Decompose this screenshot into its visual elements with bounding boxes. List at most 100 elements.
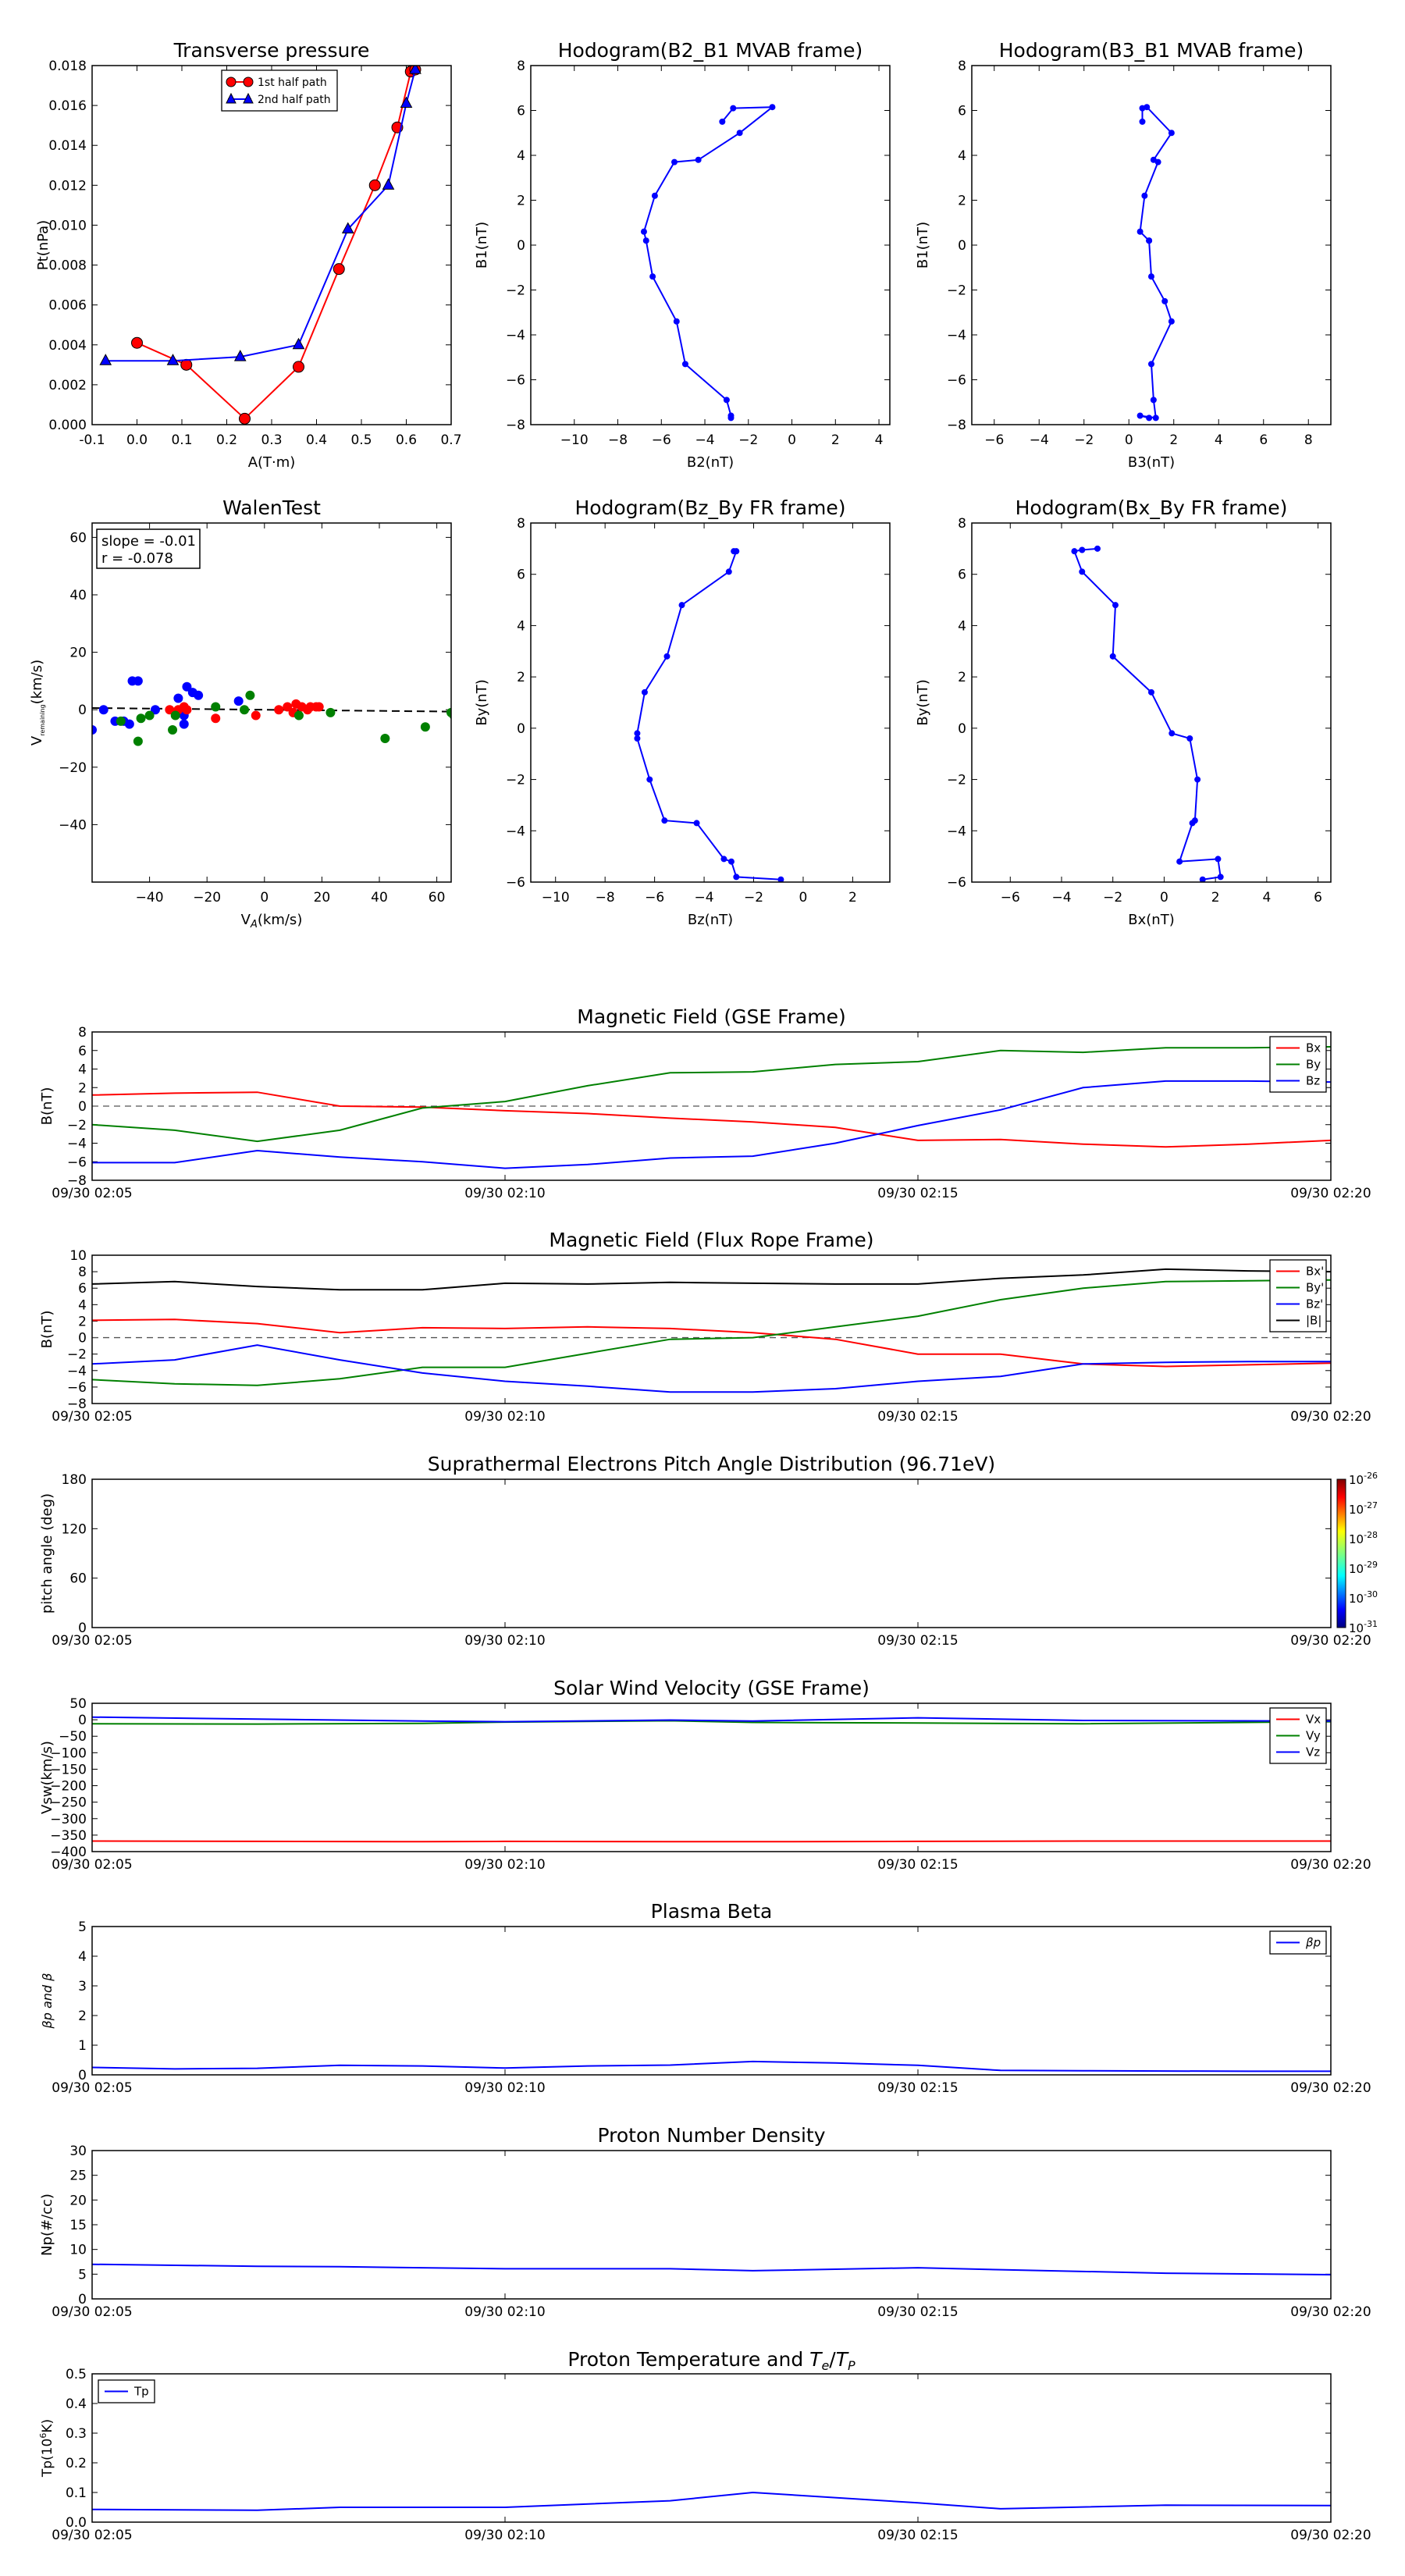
series-Bz-line (92, 1080, 1331, 1169)
data-point (131, 336, 143, 349)
y-tick-label: 4 (958, 148, 966, 164)
data-point (1146, 415, 1153, 422)
data-point (1215, 856, 1222, 863)
annotation-r: r = -0.078 (101, 550, 173, 567)
y-tick-label: −40 (59, 817, 87, 833)
series-s0-line (92, 2263, 1331, 2275)
y-tick-label: 6 (78, 1281, 87, 1297)
scatter-point (194, 690, 204, 700)
data-point (725, 568, 732, 575)
annotation-slope: slope = -0.01 (101, 533, 196, 550)
x-tick-label: 09/30 02:10 (464, 2304, 545, 2320)
legend: 1st half path 2nd half path (221, 69, 338, 112)
data-point (1094, 545, 1101, 552)
x-axis-label: B3(nT) (1128, 454, 1175, 471)
y-tick-label: 0 (78, 703, 87, 718)
y-tick-label: 8 (78, 1265, 87, 1280)
data-point (1217, 873, 1224, 881)
y-tick-label: 0.002 (48, 378, 87, 393)
x-tick-label: 09/30 02:10 (464, 2528, 545, 2543)
legend-label: Bz' (1306, 1297, 1323, 1311)
legend: βp (1269, 1930, 1327, 1955)
chart-plasma_beta: Plasma Beta 0 1 2 3 4 5 09/30 02:05 09/30 02:10 0… (40, 1900, 1371, 2096)
y-axis-label: pitch angle (deg) (39, 1493, 55, 1614)
data-point (1189, 820, 1196, 827)
y-tick-label: 0.1 (66, 2485, 87, 2501)
legend-label: Bz (1306, 1074, 1320, 1088)
scatter-point (124, 719, 134, 729)
y-tick-label: 0 (78, 1621, 87, 1636)
y-tick-label: 4 (78, 1297, 87, 1313)
y-tick-label: 25 (69, 2169, 87, 2184)
chart-title: Hodogram(B3_B1 MVAB frame) (999, 39, 1304, 62)
fit-line (92, 706, 451, 713)
series-By-line (92, 1046, 1331, 1143)
data-point (642, 237, 649, 244)
legend-marker (243, 76, 254, 87)
data-point (1071, 548, 1078, 555)
axes-frame (530, 522, 891, 883)
x-tick-label: 09/30 02:15 (877, 2304, 958, 2320)
legend-label: Vy (1306, 1729, 1321, 1743)
series-2ndhalfpath-line (105, 69, 416, 362)
data-point (400, 96, 413, 109)
scatter-point (283, 702, 293, 712)
data-point (671, 158, 678, 165)
y-tick-label: 4 (78, 1062, 87, 1078)
data-point (1136, 412, 1144, 419)
data-point (663, 653, 670, 660)
data-point (1139, 118, 1146, 125)
y-tick-label: 60 (69, 1571, 87, 1587)
data-point (1148, 361, 1154, 368)
data-point (681, 361, 688, 368)
x-tick-label: −4 (695, 890, 714, 906)
y-axis-label: Vsw(km/s) (39, 1741, 55, 1814)
x-tick-label: 20 (314, 890, 331, 906)
x-tick-label: 09/30 02:20 (1290, 1857, 1371, 1873)
x-tick-label: 09/30 02:05 (52, 2528, 132, 2543)
y-tick-label: 0.3 (66, 2426, 87, 2442)
x-tick-label: 09/30 02:05 (52, 1409, 132, 1425)
chart-hodo_b2b1: Hodogram(B2_B1 MVAB frame) −8 −6 −4 −2 0 2 4 6 8 −… (474, 39, 891, 471)
x-tick-label: 09/30 02:20 (1290, 2080, 1371, 2096)
data-point (634, 730, 641, 737)
series-s0-line (636, 550, 781, 881)
y-tick-label: −6 (506, 875, 525, 891)
legend-label: Bx (1306, 1041, 1321, 1055)
x-tick-label: 0.3 (261, 432, 282, 448)
y-tick-label: −20 (59, 760, 87, 776)
data-point (736, 130, 743, 137)
scatter-point (233, 696, 244, 706)
chart-title: Magnetic Field (Flux Rope Frame) (549, 1229, 873, 1251)
x-tick-label: 09/30 02:10 (464, 1857, 545, 1873)
data-point (695, 156, 702, 163)
x-tick-label: −4 (1051, 890, 1071, 906)
y-tick-label: 40 (69, 588, 87, 603)
chart-transverse_pressure: Transverse pressure 0.000 0.002 0.004 0.006 0… (35, 39, 462, 471)
x-axis-label: Bx(nT) (1128, 912, 1174, 928)
scatter-point (133, 736, 143, 746)
data-point (1148, 273, 1154, 280)
y-tick-label: −4 (506, 824, 525, 839)
data-point (341, 222, 354, 234)
x-tick-label: 09/30 02:20 (1290, 1633, 1371, 1649)
x-axis-label: A(T·m) (248, 454, 296, 471)
y-tick-label: 2 (958, 670, 966, 685)
x-tick-label: 8 (1304, 432, 1313, 448)
colorbar-tick-label: 10-27 (1349, 1500, 1378, 1517)
x-tick-label: 09/30 02:15 (877, 2528, 958, 2543)
y-tick-label: 0.012 (48, 178, 87, 194)
plot-area (92, 2060, 1331, 2073)
data-point (1148, 688, 1154, 696)
scatter-point (116, 716, 126, 726)
data-point (1146, 237, 1153, 244)
axes-frame (91, 2150, 1332, 2300)
x-tick-label: 09/30 02:05 (52, 2304, 132, 2320)
series-s0-line (1139, 106, 1173, 419)
series-Bx-line (92, 1318, 1331, 1368)
axes-frame (971, 522, 1332, 883)
x-tick-label: −6 (645, 890, 664, 906)
y-axis-label: Tp(106K) (38, 2419, 55, 2478)
y-tick-label: 50 (69, 1696, 87, 1712)
